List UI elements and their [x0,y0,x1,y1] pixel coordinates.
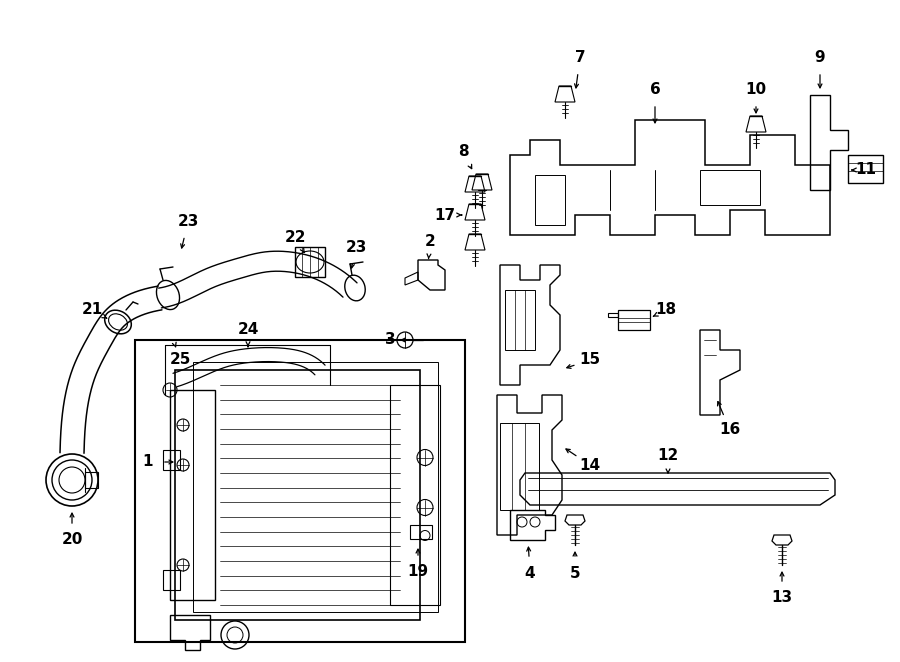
Text: 5: 5 [570,565,580,581]
Text: 19: 19 [408,565,428,579]
Text: 7: 7 [575,50,585,66]
Text: 4: 4 [525,565,535,581]
Text: 18: 18 [655,303,677,318]
Bar [135,340,465,642]
Text: 13: 13 [771,591,793,606]
Text: 8: 8 [458,144,468,160]
Text: 9: 9 [814,50,825,66]
Text: 23: 23 [346,240,366,256]
Text: 2: 2 [425,234,436,250]
Text: 3: 3 [384,332,395,348]
Text: 12: 12 [657,448,679,463]
Text: 23: 23 [177,214,199,230]
Bar [848,155,883,183]
Text: 10: 10 [745,83,767,97]
Text: 16: 16 [719,422,741,438]
Text: 22: 22 [284,230,306,246]
Text: 14: 14 [580,457,600,473]
Text: 11: 11 [856,162,877,177]
Bar [410,525,432,539]
Text: 24: 24 [238,322,258,338]
Text: 17: 17 [435,207,455,222]
Text: 21: 21 [81,303,103,318]
Text: 6: 6 [650,83,661,97]
Bar [618,310,650,330]
Text: 15: 15 [580,352,600,367]
Text: 20: 20 [61,532,83,547]
Text: 25: 25 [169,352,191,367]
Text: 1: 1 [143,455,153,469]
